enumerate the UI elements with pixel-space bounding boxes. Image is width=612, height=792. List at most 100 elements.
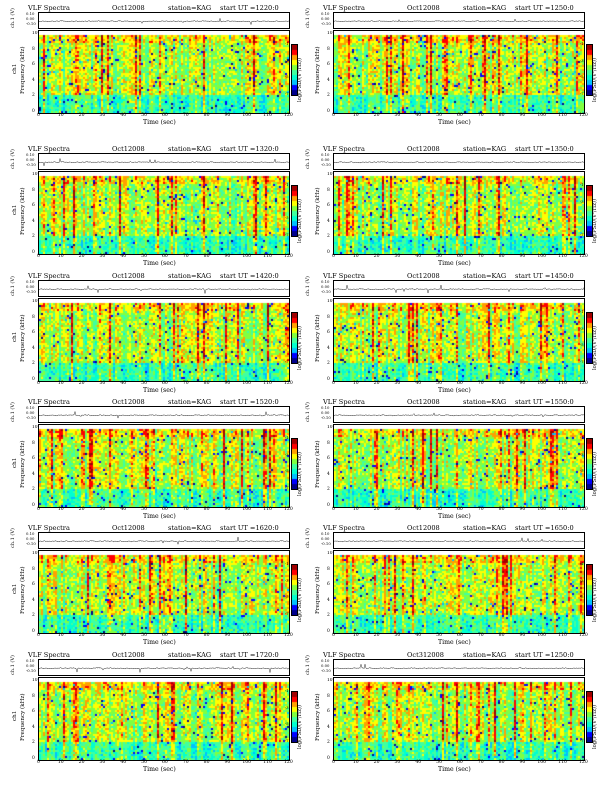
spectrogram-canvas — [39, 678, 289, 760]
frequency-tick-label: 8 — [327, 440, 330, 446]
colorbar — [291, 44, 298, 96]
time-tick-label: 60 — [457, 633, 463, 638]
time-tick-label: 80 — [498, 633, 505, 638]
colorbar-tick-label: -1 — [285, 436, 289, 440]
panel-start-time: start UT =1220:0 — [220, 4, 279, 12]
spectrogram-canvas — [334, 299, 584, 381]
panel-station: station=KAG — [168, 272, 212, 280]
spectrogram-panel: VLF Spectra Oct12008 station=KAG start UT =… — [10, 398, 303, 526]
frequency-tick-label: 2 — [327, 361, 330, 367]
panel-start-time: start UT =1250:0 — [515, 4, 574, 12]
frequency-axis-label: Frequency (kHz) — [315, 693, 321, 741]
time-tick-label: 90 — [224, 113, 231, 118]
time-tick-label: 80 — [203, 381, 210, 386]
time-tick-label: 100 — [242, 381, 252, 386]
frequency-tick-label: 6 — [327, 709, 330, 715]
panel-start-time: start UT =1520:0 — [220, 398, 279, 406]
time-tick-label: 120 — [579, 760, 588, 765]
waveform-tick-label: 0.10 — [321, 531, 330, 536]
waveform-line — [39, 410, 289, 419]
time-tick-label: 100 — [537, 381, 547, 386]
time-tick-label: 100 — [242, 633, 252, 638]
waveform-tick-label: 0.10 — [26, 152, 35, 157]
time-tick-label: 100 — [242, 760, 252, 765]
panel-start-time: start UT =1650:0 — [515, 524, 574, 532]
waveform-tick-label: -0.10 — [26, 162, 36, 168]
time-tick-label: 50 — [436, 760, 443, 765]
time-tick-label: 10 — [57, 113, 64, 118]
time-tick-label: 50 — [141, 760, 148, 765]
colorbar-tick-label: -5 — [285, 595, 289, 600]
time-tick-label: 100 — [537, 113, 547, 118]
spectrogram-plot — [38, 677, 290, 761]
time-tick-label: 80 — [498, 507, 505, 512]
frequency-tick-label: 0 — [32, 377, 35, 382]
frequency-tick-label: 8 — [327, 314, 330, 320]
spectrogram-panel: VLF Spectra Oct12008 station=KAG start UT =… — [10, 272, 303, 400]
time-tick-label: 120 — [284, 254, 293, 259]
colorbar-label: log(PSD/(V²/Hz)) — [297, 705, 303, 749]
frequency-tick-label: 2 — [32, 487, 35, 493]
time-tick-label: 70 — [477, 507, 484, 512]
time-tick-label: 120 — [284, 381, 293, 386]
time-tick-label: 10 — [352, 254, 359, 259]
colorbar-tick-label: -5 — [580, 595, 584, 600]
time-tick-label: 90 — [224, 254, 231, 259]
time-tick-label: 40 — [415, 760, 422, 765]
waveform-line — [334, 284, 584, 294]
frequency-tick-label: 0 — [327, 629, 330, 634]
waveform-plot — [333, 406, 585, 423]
waveform-line — [39, 157, 289, 167]
waveform-tick-label: 0.00 — [321, 410, 330, 416]
waveform-plot — [333, 280, 585, 297]
panel-station: station=KAG — [463, 145, 507, 153]
panel-date: Oct12008 — [112, 272, 145, 280]
panel-title: VLF Spectra — [28, 145, 70, 153]
frequency-tick-label: 0 — [32, 629, 35, 634]
panel-start-time: start UT =1320:0 — [220, 145, 279, 153]
waveform-svg — [334, 537, 584, 543]
time-tick-label: 60 — [457, 760, 463, 765]
panel-station: station=KAG — [168, 524, 212, 532]
waveform-tick-label: -0.10 — [321, 668, 331, 674]
frequency-tick-label: 6 — [32, 62, 35, 68]
waveform-tick-label: 0.00 — [321, 284, 330, 290]
waveform-tick-label: -0.10 — [321, 289, 331, 295]
colorbar-tick-label: -3 — [285, 705, 289, 710]
waveform-line — [334, 663, 584, 670]
time-tick-label: 30 — [394, 254, 401, 259]
time-tick-label: 70 — [477, 760, 484, 765]
time-tick-label: 40 — [415, 507, 422, 512]
colorbar-tick-label: -5 — [580, 75, 584, 80]
colorbar-canvas — [587, 45, 592, 95]
time-tick-label: 90 — [519, 633, 526, 638]
panel-date: Oct12008 — [112, 4, 145, 12]
frequency-tick-label: 10 — [32, 551, 38, 557]
time-tick-label: 0 — [332, 633, 335, 638]
time-tick-label: 20 — [373, 254, 380, 259]
time-axis-label: Time (sec) — [438, 260, 471, 267]
panel-date: Oct12008 — [112, 398, 145, 406]
frequency-tick-label: 2 — [32, 740, 35, 746]
colorbar-canvas — [587, 439, 592, 489]
time-tick-label: 110 — [558, 381, 567, 386]
waveform-tick-label: -0.10 — [26, 21, 36, 27]
waveform-tick-label: 0.10 — [26, 658, 35, 663]
colorbar-tick-label: -7 — [285, 92, 289, 96]
frequency-tick-label: 10 — [32, 678, 38, 684]
frequency-axis-label: Frequency (kHz) — [315, 566, 321, 614]
colorbar-tick-label: -1 — [580, 689, 584, 693]
time-tick-label: 10 — [57, 507, 64, 512]
time-tick-label: 0 — [37, 254, 40, 259]
waveform-tick-label: 0.00 — [321, 157, 330, 163]
time-tick-label: 110 — [263, 254, 272, 259]
colorbar-label: log(PSD/(V²/Hz)) — [297, 199, 303, 243]
panel-start-time: start UT =1350:0 — [515, 145, 574, 153]
colorbar-label: log(PSD/(V²/Hz)) — [592, 199, 598, 243]
waveform-tick-label: 0.10 — [26, 531, 35, 536]
time-tick-label: 10 — [352, 507, 359, 512]
waveform-plot — [38, 153, 290, 170]
waveform-svg — [334, 284, 584, 294]
colorbar-tick-label: -1 — [580, 562, 584, 566]
waveform-tick-label: 0.00 — [321, 536, 330, 542]
